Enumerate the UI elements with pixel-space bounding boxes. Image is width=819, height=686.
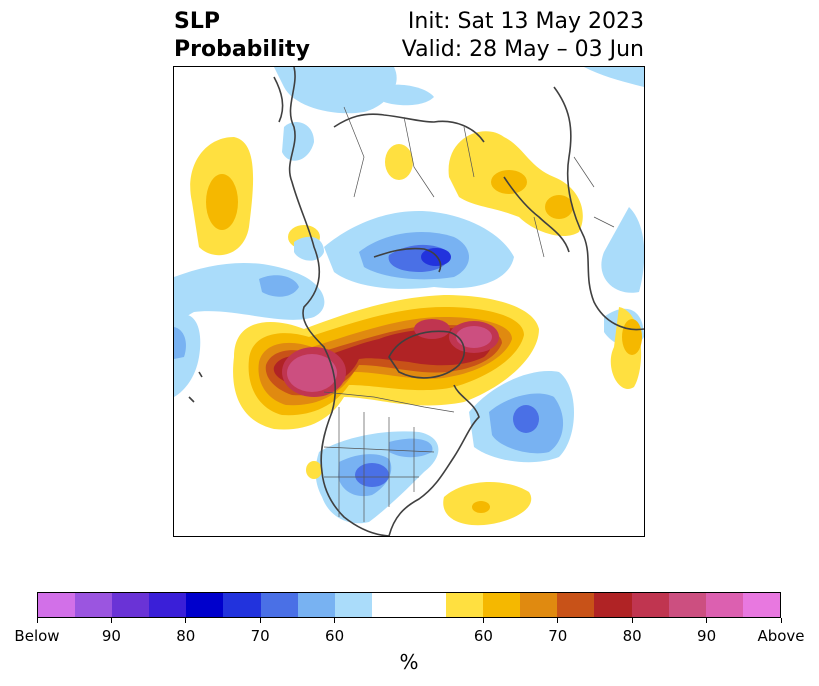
colorbar-swatch [297,593,335,617]
subtropical-atlantic-above [306,461,532,526]
colorbar-tick-mark [482,618,484,623]
colorbar-swatch [371,593,409,617]
colorbar-swatch [38,593,76,617]
colorbar-swatch [520,593,558,617]
colorbar-swatch [631,593,669,617]
valid-range: Valid: 28 May – 03 Jun [401,37,644,62]
colorbar-swatch [260,593,298,617]
colorbar-tick-label: 90 [101,627,121,645]
colorbar-tick-mark [334,618,336,623]
colorbar-tick-label: 70 [548,627,568,645]
colorbar-tick-label: Below [14,627,60,645]
arctic-below [274,67,514,289]
colorbar-tick-label: 60 [325,627,345,645]
colorbar-swatch [705,593,743,617]
probability-map [173,66,645,537]
colorbar-tick-mark [110,618,112,623]
borders [323,106,615,522]
colorbar-tick-mark [631,618,633,623]
pacific-band-below [174,262,325,397]
init-date: Init: Sat 13 May 2023 [407,9,644,34]
title-line-1: SLP [174,9,220,34]
east-asia-below [584,67,644,389]
colorbar-tick-label: Above [757,627,805,645]
colorbar-tick-mark [557,618,559,623]
colorbar-swatch [334,593,372,617]
north-atlantic-below [469,371,574,463]
colorbar-tick-mark [259,618,261,623]
colorbar-tick-label: 80 [176,627,196,645]
colorbar-swatch [75,593,113,617]
siberia-above [385,131,583,237]
colorbar-swatch [483,593,521,617]
forecast-dates: Init: Sat 13 May 2023 Valid: 28 May – 03… [402,8,644,64]
colorbar [37,592,781,618]
colorbar-unit: % [399,650,419,674]
colorbar-swatch [594,593,632,617]
colorbar-tick-label: 80 [622,627,642,645]
colorbar-swatch [112,593,150,617]
colorbar-swatch [186,593,224,617]
map-title: SLP Probability [174,8,310,64]
colorbar-swatch [668,593,706,617]
colorbar-tick-label: 70 [250,627,270,645]
colorbar-swatch [408,593,447,617]
colorbar-swatch [557,593,595,617]
colorbar-tick-mark [185,618,187,623]
colorbar-tick-mark [780,618,782,623]
colorbar-tick-mark [36,618,38,623]
colorbar-swatch [742,593,780,617]
colorbar-swatch [446,593,484,617]
colorbar-swatch [149,593,187,617]
colorbar-tick-mark [706,618,708,623]
colorbar-tick-label: 90 [697,627,717,645]
colorbar-swatch [223,593,261,617]
coastlines [188,67,644,536]
colorbar-tick-label: 60 [473,627,493,645]
map-canvas [174,67,644,536]
title-line-2: Probability [174,37,310,62]
